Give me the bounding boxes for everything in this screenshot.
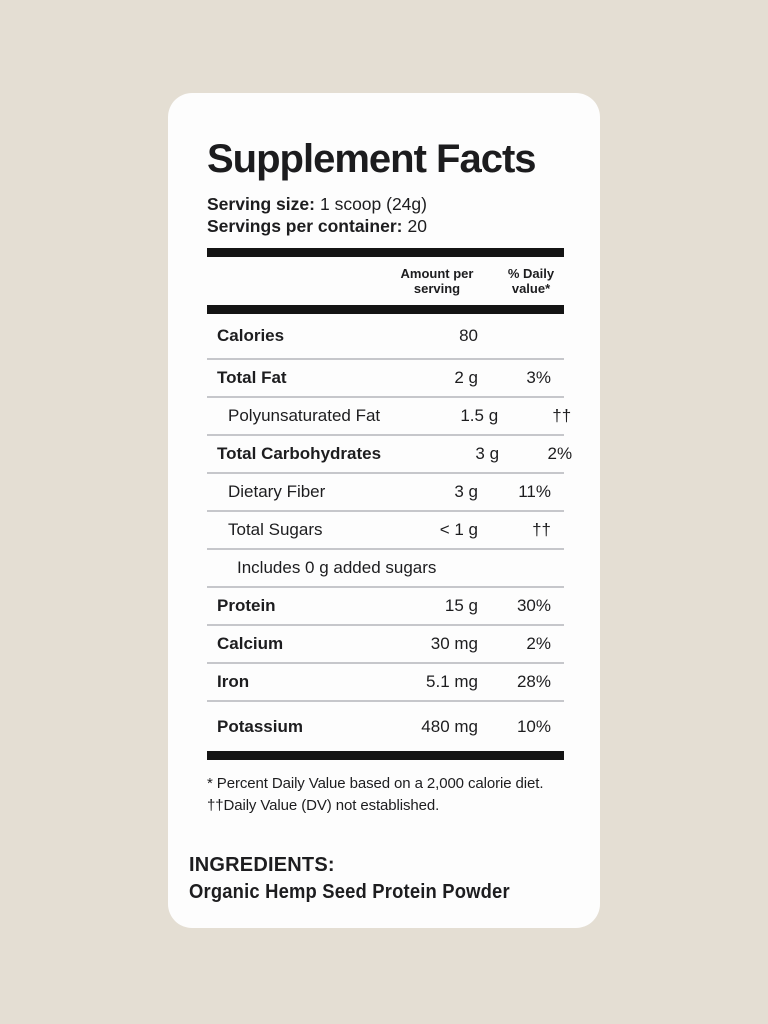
nutrient-amount: 15 g — [444, 596, 478, 615]
serving-size-value: 1 scoop (24g) — [319, 194, 427, 214]
footnotes: * Percent Daily Value based on a 2,000 c… — [207, 773, 564, 817]
nutrient-amount: 3 g — [454, 482, 478, 501]
table-row: Total Fat 2 g 3% — [207, 360, 564, 398]
nutrient-amount: 480 mg — [421, 716, 478, 736]
nutrient-daily-value: †† — [532, 520, 551, 539]
table-row: Potassium 480 mg 10% — [207, 702, 564, 751]
ingredients-value: Organic Hemp Seed Protein Powder — [189, 881, 564, 904]
nutrient-name: Calories — [217, 326, 285, 345]
servings-per-container-line: Servings per container: 20 — [207, 216, 564, 238]
nutrient-amount: 80 — [459, 326, 478, 345]
nutrient-daily-value: 2% — [526, 634, 551, 653]
divider-bar-header — [207, 305, 564, 314]
nutrient-name: Potassium — [217, 716, 303, 736]
nutrient-name: Total Fat — [217, 368, 287, 387]
nutrient-name: Dietary Fiber — [228, 482, 326, 501]
table-row: Includes 0 g added sugars — [207, 550, 564, 588]
servings-per-container-label: Servings per container: — [207, 215, 403, 236]
column-header-daily-value: % Daily value* — [507, 266, 555, 296]
table-row: Total Sugars < 1 g †† — [207, 512, 564, 550]
servings-per-container-value: 20 — [407, 215, 427, 236]
nutrient-daily-value: 10% — [516, 716, 551, 736]
divider-bar-top — [207, 248, 564, 257]
table-row: Total Carbohydrates 3 g 2% — [207, 436, 572, 474]
table-body: Calories 80 Total Fat 2 g 3% Polyunsaturated … — [207, 314, 572, 751]
footnote-daily-value: * Percent Daily Value based on a 2,000 c… — [207, 775, 544, 792]
nutrient-name: Includes 0 g added sugars — [237, 558, 437, 577]
page-title: Supplement Facts — [207, 137, 537, 181]
supplement-facts-card: Supplement Facts Serving size: 1 scoop (2… — [168, 93, 600, 928]
nutrient-amount: < 1 g — [439, 520, 478, 539]
nutrient-amount: 30 mg — [430, 634, 478, 653]
nutrition-table: Amount per serving % Daily value* Calori… — [207, 248, 572, 817]
nutrient-daily-value: †† — [552, 406, 572, 425]
nutrient-name: Total Carbohydrates — [217, 444, 382, 463]
table-row: Polyunsaturated Fat 1.5 g †† — [207, 398, 571, 436]
nutrient-daily-value: 30% — [516, 596, 551, 615]
ingredients-section: INGREDIENTS: Organic Hemp Seed Protein P… — [189, 854, 564, 904]
divider-bar-bottom — [207, 751, 564, 760]
nutrient-name: Calcium — [217, 634, 284, 653]
table-row: Protein 15 g 30% — [207, 588, 564, 626]
table-row: Calories 80 — [207, 314, 564, 360]
table-header-row: Amount per serving % Daily value* — [207, 257, 564, 305]
nutrient-daily-value: 2% — [547, 444, 573, 463]
column-header-amount: Amount per serving — [400, 266, 474, 296]
table-row: Calcium 30 mg 2% — [207, 626, 564, 664]
ingredients-value-text: Organic Hemp Seed Protein Powder — [189, 881, 510, 903]
nutrient-daily-value: 3% — [526, 368, 551, 387]
nutrient-name: Total Sugars — [228, 520, 323, 539]
table-row: Iron 5.1 mg 28% — [207, 664, 564, 702]
nutrient-daily-value: 11% — [518, 482, 551, 501]
nutrient-amount: 2 g — [454, 368, 478, 387]
nutrient-amount: 3 g — [475, 444, 500, 463]
nutrient-name: Iron — [217, 672, 250, 691]
nutrient-amount: 1.5 g — [460, 406, 499, 425]
nutrient-daily-value: 28% — [516, 672, 551, 691]
nutrient-name: Protein — [217, 596, 276, 615]
nutrient-name: Polyunsaturated Fat — [228, 406, 381, 425]
footnote-dagger: ††Daily Value (DV) not established. — [207, 797, 440, 814]
card-content: Supplement Facts Serving size: 1 scoop (2… — [168, 93, 600, 904]
table-row: Dietary Fiber 3 g 11% — [207, 474, 564, 512]
nutrient-amount: 5.1 mg — [426, 672, 478, 691]
serving-size-line: Serving size: 1 scoop (24g) — [207, 194, 564, 216]
serving-info: Serving size: 1 scoop (24g) Servings per … — [207, 194, 564, 237]
ingredients-label: INGREDIENTS: — [189, 854, 335, 876]
serving-size-label: Serving size: — [207, 194, 315, 214]
